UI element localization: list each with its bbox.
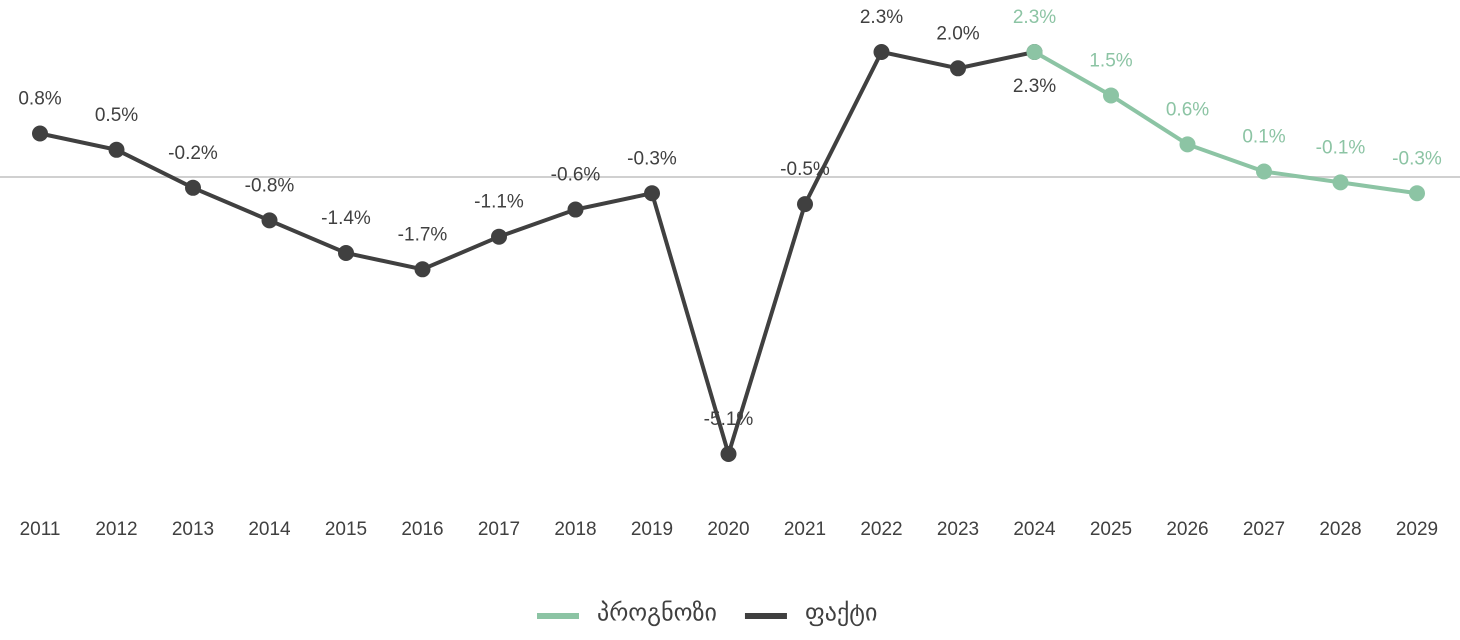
x-tick-label: 2014 <box>248 519 291 540</box>
x-tick-label: 2016 <box>401 519 443 540</box>
x-tick-label: 2015 <box>325 519 367 540</box>
data-point <box>32 125 48 142</box>
x-tick-label: 2026 <box>1166 519 1208 540</box>
data-point <box>644 185 660 202</box>
data-point <box>261 212 278 229</box>
data-label: 2.3% <box>1013 7 1056 28</box>
data-label: 0.8% <box>18 89 61 110</box>
data-label: -0.5% <box>780 159 830 180</box>
data-label: -5.1% <box>704 409 754 430</box>
data-point <box>567 201 584 218</box>
data-label: -0.2% <box>168 143 218 164</box>
data-point <box>1179 136 1196 153</box>
x-tick-label: 2018 <box>554 519 596 540</box>
data-point <box>1409 185 1425 202</box>
x-tick-label: 2023 <box>937 519 979 540</box>
data-label: 0.5% <box>95 105 138 126</box>
data-point <box>1026 44 1043 60</box>
data-point <box>414 261 431 278</box>
data-point <box>108 141 125 158</box>
data-point <box>338 245 354 261</box>
data-point <box>1256 163 1272 180</box>
x-tick-label: 2025 <box>1090 519 1132 540</box>
x-tick-label: 2021 <box>784 519 826 540</box>
data-point <box>1332 174 1349 191</box>
data-point <box>873 44 890 60</box>
x-tick-label: 2013 <box>172 519 214 540</box>
data-label: -1.1% <box>474 192 524 213</box>
data-label: -0.1% <box>1316 137 1366 158</box>
data-label: -0.3% <box>627 148 677 169</box>
data-label: -1.7% <box>398 224 448 245</box>
x-tick-label: 2029 <box>1396 519 1438 540</box>
x-tick-label: 2019 <box>631 519 673 540</box>
data-label: -0.8% <box>245 175 295 196</box>
x-tick-label: 2011 <box>20 519 61 540</box>
x-tick-label: 2020 <box>707 519 749 540</box>
data-label: 2.3% <box>1013 76 1056 97</box>
data-point <box>720 446 737 462</box>
data-point <box>797 196 813 213</box>
x-tick-label: 2027 <box>1243 519 1285 540</box>
data-label: -1.4% <box>321 208 371 229</box>
series-line <box>1033 50 1418 196</box>
data-label: 2.3% <box>860 7 903 28</box>
data-label: 0.6% <box>1166 99 1209 120</box>
legend-label: ფაქტი <box>805 599 877 626</box>
x-tick-label: 2024 <box>1013 519 1056 540</box>
data-label: -0.3% <box>1392 148 1442 169</box>
series-line <box>39 49 1035 461</box>
data-point <box>950 60 966 77</box>
data-label: -0.6% <box>551 165 601 186</box>
data-label: 0.1% <box>1242 127 1285 148</box>
data-point <box>491 228 507 245</box>
data-point <box>1103 87 1119 104</box>
legend-label: პროგნოზი <box>597 599 717 626</box>
x-tick-label: 2017 <box>478 519 520 540</box>
x-tick-label: 2028 <box>1319 519 1361 540</box>
x-tick-label: 2012 <box>95 519 137 540</box>
data-label: 1.5% <box>1089 50 1132 71</box>
data-point <box>185 179 201 196</box>
data-label: 2.0% <box>936 23 979 44</box>
x-tick-label: 2022 <box>860 519 902 540</box>
